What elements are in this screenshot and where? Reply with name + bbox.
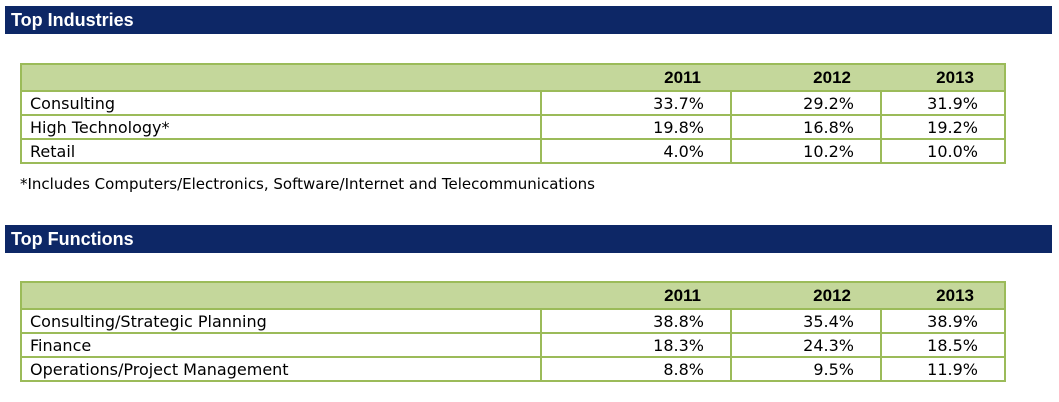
cell-value: 4.0%	[540, 138, 732, 164]
cell-value: 19.8%	[540, 114, 732, 140]
cell-value: 19.2%	[880, 114, 1006, 140]
table-row: Finance 18.3% 24.3% 18.5%	[20, 332, 1006, 358]
row-label: Consulting/Strategic Planning	[20, 308, 542, 334]
row-label: Finance	[20, 332, 542, 358]
cell-value: 33.7%	[540, 90, 732, 116]
year-header: 2012	[731, 281, 881, 310]
year-header: 2012	[731, 63, 881, 92]
year-header: 2011	[541, 63, 731, 92]
industries-footnote: *Includes Computers/Electronics, Softwar…	[20, 175, 595, 193]
cell-value: 10.2%	[730, 138, 882, 164]
functions-section-title: Top Functions	[5, 225, 1052, 253]
header-label-cell	[20, 281, 541, 310]
cell-value: 11.9%	[880, 356, 1006, 382]
row-label: Retail	[20, 138, 542, 164]
table-header-row: 2011 2012 2013	[20, 63, 1006, 92]
cell-value: 16.8%	[730, 114, 882, 140]
cell-value: 35.4%	[730, 308, 882, 334]
table-header-row: 2011 2012 2013	[20, 281, 1006, 310]
functions-table: 2011 2012 2013 Consulting/Strategic Plan…	[20, 281, 1006, 382]
cell-value: 18.3%	[540, 332, 732, 358]
table-row: High Technology* 19.8% 16.8% 19.2%	[20, 114, 1006, 140]
cell-value: 9.5%	[730, 356, 882, 382]
industries-table: 2011 2012 2013 Consulting 33.7% 29.2% 31…	[20, 63, 1006, 164]
table-row: Retail 4.0% 10.2% 10.0%	[20, 138, 1006, 164]
year-header: 2013	[881, 281, 1006, 310]
header-label-cell	[20, 63, 541, 92]
cell-value: 8.8%	[540, 356, 732, 382]
cell-value: 31.9%	[880, 90, 1006, 116]
row-label: Operations/Project Management	[20, 356, 542, 382]
cell-value: 10.0%	[880, 138, 1006, 164]
table-row: Operations/Project Management 8.8% 9.5% …	[20, 356, 1006, 382]
cell-value: 18.5%	[880, 332, 1006, 358]
year-header: 2011	[541, 281, 731, 310]
year-header: 2013	[881, 63, 1006, 92]
row-label: Consulting	[20, 90, 542, 116]
cell-value: 38.9%	[880, 308, 1006, 334]
row-label: High Technology*	[20, 114, 542, 140]
industries-section-title: Top Industries	[5, 6, 1052, 34]
cell-value: 38.8%	[540, 308, 732, 334]
table-row: Consulting/Strategic Planning 38.8% 35.4…	[20, 308, 1006, 334]
cell-value: 24.3%	[730, 332, 882, 358]
table-row: Consulting 33.7% 29.2% 31.9%	[20, 90, 1006, 116]
cell-value: 29.2%	[730, 90, 882, 116]
